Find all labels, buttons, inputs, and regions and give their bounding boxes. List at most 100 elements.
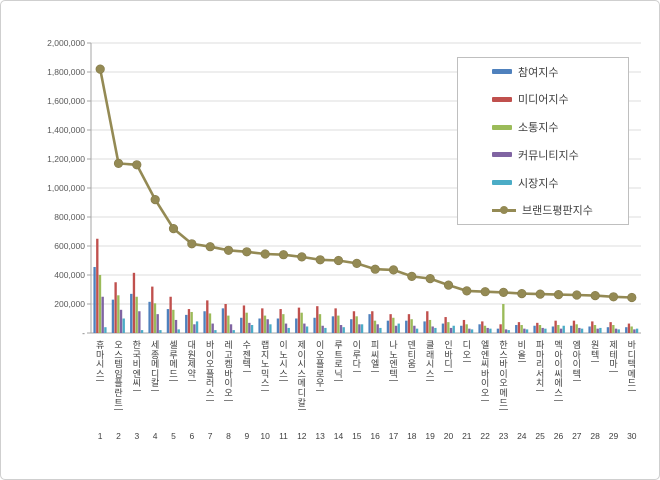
- rank-label: 16: [370, 431, 380, 441]
- brand-reputation-marker: [590, 291, 600, 301]
- bar-소통지수: [373, 320, 377, 333]
- legend-label: 브랜드평판지수: [522, 205, 593, 218]
- brand-reputation-marker: [498, 287, 509, 298]
- bar-참여지수: [405, 320, 408, 333]
- bar-커뮤니티지수: [303, 323, 306, 333]
- bar-소통지수: [575, 324, 578, 333]
- bar-시장지수: [269, 324, 272, 333]
- y-axis-label: 600,000: [54, 241, 85, 251]
- bar-소통지수: [117, 295, 120, 333]
- brand-reputation-marker: [370, 264, 380, 274]
- bar-커뮤니티지수: [376, 324, 379, 333]
- rank-label: 22: [480, 431, 490, 441]
- bar-미디어지수: [462, 319, 466, 333]
- category-label: 비 올: [513, 340, 531, 363]
- rank-label: 9: [244, 431, 250, 441]
- category-label: 바 디 텍 메 드: [623, 340, 641, 391]
- bar-커뮤니티지수: [596, 328, 599, 333]
- bar-소통지수: [172, 309, 175, 333]
- bar-시장지수: [305, 326, 309, 333]
- bar-미디어지수: [572, 320, 576, 333]
- rank-label: 29: [608, 431, 619, 441]
- bar-참여지수: [478, 324, 481, 333]
- bar-참여지수: [386, 320, 390, 333]
- category-label: 셀 루 메 드: [164, 340, 182, 382]
- bar-시장지수: [562, 325, 565, 333]
- category-label: 원 텍: [586, 340, 604, 363]
- community-swatch-icon: [492, 152, 512, 158]
- brand-reputation-marker: [242, 247, 252, 257]
- category-label-text: 이 루 다: [352, 340, 361, 372]
- category-label-text: 레 고 켐 바 이 오: [224, 340, 233, 401]
- bar-소통지수: [245, 312, 248, 333]
- legend-label: 소통지수: [518, 122, 559, 135]
- y-axis-label: 400,000: [54, 270, 85, 280]
- brand-reputation-marker: [223, 245, 234, 255]
- brand-reputation-marker: [627, 292, 637, 303]
- category-label: 엘 엔 씨 바 이 오: [476, 340, 494, 401]
- rank-label: 5: [171, 431, 176, 441]
- category-label-text: 인 바 디: [444, 340, 453, 372]
- category-label-text: 비 올: [517, 340, 526, 363]
- bar-미디어지수: [554, 320, 557, 333]
- bar-미디어지수: [279, 309, 282, 333]
- bar-커뮤니티지수: [248, 322, 251, 333]
- rank-label: 18: [407, 431, 417, 441]
- bar-시장지수: [195, 321, 199, 333]
- bar-시장지수: [489, 328, 492, 333]
- bar-참여지수: [496, 328, 500, 333]
- category-label-text: 피 씨 엘: [371, 340, 380, 372]
- brand-reputation-marker: [333, 255, 344, 266]
- bar-시장지수: [434, 327, 437, 333]
- category-label: 랩 지 노 믹 스: [256, 340, 274, 391]
- bar-참여지수: [295, 318, 298, 333]
- bar-시장지수: [379, 327, 382, 333]
- brand-reputation-marker: [388, 265, 399, 275]
- bar-미디어지수: [407, 314, 411, 333]
- category-label-text: 랩 지 노 믹 스: [261, 340, 270, 391]
- brand-reputation-marker: [443, 280, 454, 290]
- bar-시장지수: [104, 327, 107, 333]
- bar-참여지수: [130, 293, 133, 333]
- bar-참여지수: [460, 325, 463, 333]
- bar-참여지수: [441, 323, 445, 333]
- category-label-text: 한 국 비 엔 씨: [132, 340, 141, 391]
- bar-소통지수: [465, 324, 468, 333]
- brand-reputation-marker: [95, 64, 105, 74]
- bar-커뮤니티지수: [413, 325, 416, 333]
- category-label-text: 바 디 텍 메 드: [627, 340, 636, 391]
- bar-참여지수: [111, 299, 115, 333]
- bar-소통지수: [282, 314, 285, 333]
- bar-커뮤니티지수: [321, 325, 324, 333]
- bar-소통지수: [410, 319, 413, 333]
- bar-참여지수: [331, 316, 335, 333]
- category-label-text: 덴 티 움: [407, 340, 416, 372]
- brand-reputation-marker: [205, 242, 215, 252]
- bar-소통지수: [428, 319, 432, 333]
- bar-미디어지수: [371, 311, 374, 333]
- bar-시장지수: [525, 329, 529, 334]
- bar-참여지수: [313, 317, 316, 333]
- y-axis-label: 1,000,000: [47, 183, 85, 193]
- bar-커뮤니티지수: [229, 324, 233, 333]
- category-label-text: 오 스 템 임 플 란 트: [114, 340, 123, 411]
- bar-참여지수: [258, 318, 261, 333]
- category-label: 바 이 오 플 러 스: [201, 340, 219, 401]
- bar-참여지수: [240, 317, 243, 333]
- rank-label: 11: [279, 431, 288, 441]
- brand-reputation-marker: [278, 250, 289, 260]
- bar-소통지수: [153, 303, 157, 333]
- rank-label: 6: [189, 431, 195, 441]
- rank-label: 2: [116, 431, 121, 441]
- bar-커뮤니티지수: [193, 324, 196, 333]
- bar-커뮤니티지수: [486, 327, 489, 333]
- bar-커뮤니티지수: [541, 327, 544, 333]
- category-label: 이 노 시 스: [274, 340, 292, 382]
- bar-미디어지수: [206, 300, 209, 334]
- brand-reputation-marker: [608, 292, 619, 302]
- bar-소통지수: [318, 314, 322, 333]
- bar-참여지수: [625, 327, 628, 333]
- bar-소통지수: [612, 325, 615, 333]
- category-label: 루 트 로 닉: [329, 340, 347, 382]
- bar-미디어지수: [132, 272, 136, 333]
